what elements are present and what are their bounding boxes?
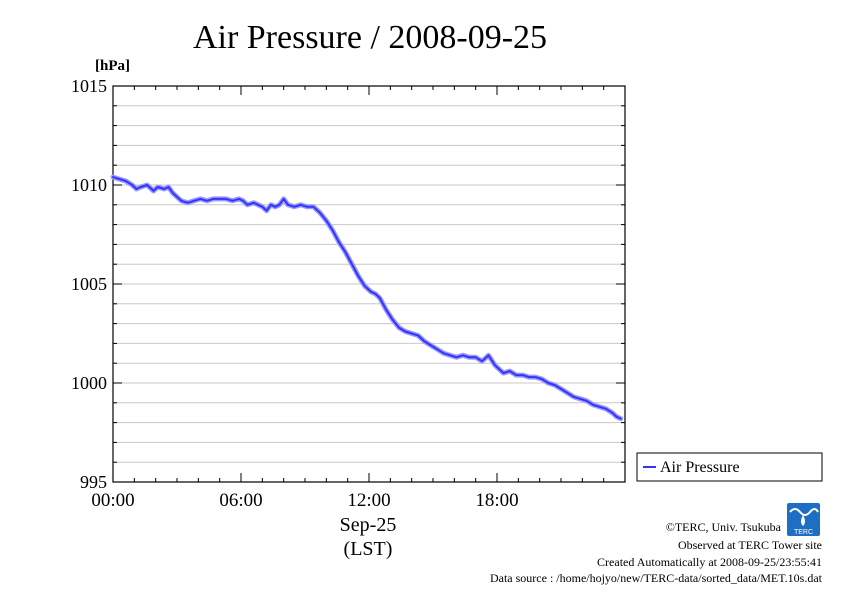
y-tick-labels: 995 1000 1005 1010 1015 (71, 76, 107, 492)
y-axis-unit-label: [hPa] (95, 58, 130, 74)
y-tick-label: 1015 (71, 76, 107, 96)
x-tick-label: 18:00 (475, 490, 518, 511)
y-tick-label: 1000 (71, 373, 107, 393)
y-tick-label: 1005 (71, 274, 107, 294)
x-axis-timezone-label: (LST) (344, 538, 393, 560)
legend-box (636, 452, 823, 482)
grid-lines (113, 105, 625, 463)
x-axis-date-label: Sep-25 (340, 514, 397, 536)
plot-frame (112, 85, 626, 483)
series-line-air-pressure (112, 176, 622, 420)
observed-text: Observed at TERC Tower site (678, 538, 822, 552)
y-tick-label: 995 (80, 472, 107, 492)
x-tick-label: 06:00 (219, 490, 262, 511)
terc-logo: TERC (787, 503, 820, 536)
copyright-text: ©TERC, Univ. Tsukuba (666, 520, 782, 534)
legend: Air Pressure (636, 452, 823, 482)
legend-label: Air Pressure (660, 459, 740, 476)
logo-wave-icon (789, 508, 819, 516)
x-tick-label: 00:00 (91, 490, 134, 511)
logo-text: TERC (794, 529, 813, 536)
series-layer (110, 174, 624, 422)
x-tick-labels: 00:00 06:00 12:00 18:00 (91, 490, 518, 511)
y-tick-label: 1010 (71, 175, 107, 195)
chart-title: Air Pressure / 2008-09-25 (193, 19, 547, 56)
logo-drop-icon (801, 515, 805, 526)
data-source-text: Data source : /home/hojyo/new/TERC-data/… (490, 571, 823, 585)
x-tick-label: 12:00 (347, 490, 390, 511)
created-text: Created Automatically at 2008-09-25/23:5… (597, 555, 822, 569)
series-line-halo (110, 174, 624, 422)
